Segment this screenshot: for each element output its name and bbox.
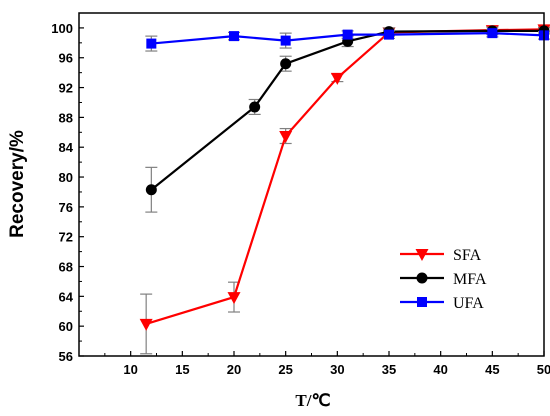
legend-marker-sfa	[415, 249, 429, 261]
x-tick-label: 40	[433, 362, 447, 377]
y-tick-label: 92	[59, 81, 73, 96]
series-ufa	[145, 28, 550, 52]
y-tick-label: 96	[59, 51, 73, 66]
y-tick-label: 64	[59, 289, 74, 304]
mfa-point	[249, 101, 261, 113]
y-tick-label: 72	[59, 230, 73, 245]
mfa-line	[150, 29, 544, 191]
legend: SFA MFA UFA	[400, 247, 487, 312]
x-tick-label: 50	[537, 362, 550, 377]
y-tick-label: 60	[59, 319, 73, 334]
y-tick-label: 76	[59, 200, 73, 215]
x-tick-label: 15	[175, 362, 189, 377]
plot-layer	[139, 24, 550, 355]
legend-label-mfa: MFA	[453, 271, 487, 288]
y-tick-label: 56	[59, 349, 73, 364]
sfa-point	[330, 72, 344, 85]
x-tick-label: 10	[123, 362, 137, 377]
y-tick-label: 88	[59, 110, 73, 125]
y-tick-label: 100	[51, 21, 73, 36]
legend-item-mfa: MFA	[400, 271, 487, 288]
y-tick-label: 80	[59, 170, 73, 185]
x-axis-label: T/℃	[295, 391, 330, 410]
x-tick-label: 35	[382, 362, 396, 377]
legend-label-ufa: UFA	[453, 295, 484, 312]
x-tick-label: 20	[227, 362, 241, 377]
y-axis-label: Recovery/%	[7, 130, 28, 238]
ufa-point	[146, 38, 157, 49]
ufa-point	[487, 28, 498, 39]
ufa-point	[280, 35, 291, 46]
sfa-point	[227, 292, 241, 305]
legend-marker-ufa	[417, 297, 427, 307]
mfa-point	[280, 58, 292, 70]
ufa-point	[384, 29, 394, 40]
legend-marker-mfa	[416, 272, 428, 284]
sfa-point	[139, 318, 153, 331]
sfa-point	[279, 131, 293, 144]
series-mfa	[145, 25, 550, 213]
x-tick-label: 30	[330, 362, 344, 377]
legend-label-sfa: SFA	[453, 247, 482, 264]
y-tick-label: 68	[59, 260, 73, 275]
ufa-point	[342, 29, 353, 40]
x-tick-label: 25	[278, 362, 292, 377]
series-sfa	[139, 24, 550, 355]
legend-item-ufa: UFA	[400, 295, 484, 312]
y-tick-label: 84	[59, 140, 74, 155]
axis-ticks: 10 15 20 25 30 35 40 45 50 56 60 64 68 72 76 80 84 88 92 96…	[51, 21, 550, 377]
mfa-point	[145, 184, 157, 196]
ufa-point	[229, 31, 239, 42]
x-tick-label: 45	[485, 362, 499, 377]
legend-item-sfa: SFA	[400, 247, 482, 264]
